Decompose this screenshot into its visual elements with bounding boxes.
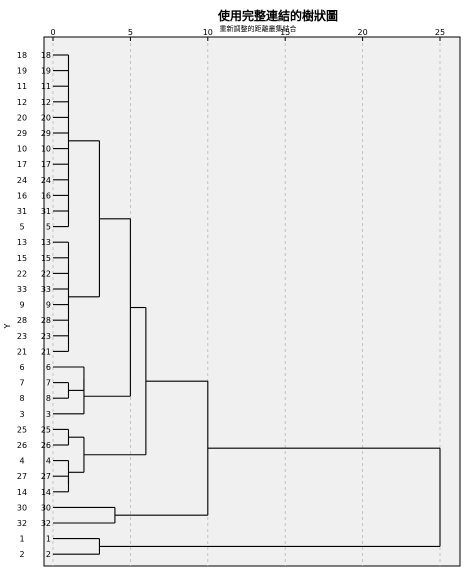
row-label: 17 bbox=[17, 160, 27, 169]
x-tick-label: 10 bbox=[203, 28, 213, 37]
row-label: 25 bbox=[17, 425, 27, 434]
row-label: 33 bbox=[17, 285, 27, 294]
row-label: 13 bbox=[17, 238, 27, 247]
leaf-label: 20 bbox=[41, 113, 51, 122]
leaf-label: 5 bbox=[46, 223, 51, 232]
x-tick-label: 15 bbox=[280, 28, 290, 37]
leaf-label: 7 bbox=[46, 379, 51, 388]
leaf-label: 14 bbox=[41, 488, 51, 497]
x-tick-label: 20 bbox=[358, 28, 368, 37]
row-label: 21 bbox=[17, 347, 27, 356]
leaf-label: 2 bbox=[46, 550, 51, 559]
chart-subtitle: 重新調整的距離叢集結合 bbox=[220, 24, 297, 33]
y-axis-label: Y bbox=[3, 323, 12, 329]
leaf-label: 28 bbox=[41, 316, 51, 325]
leaf-label: 18 bbox=[41, 51, 51, 60]
plot-area bbox=[43, 36, 461, 567]
row-label: 26 bbox=[17, 441, 27, 450]
leaf-label: 6 bbox=[46, 363, 51, 372]
leaf-label: 21 bbox=[41, 347, 51, 356]
row-label: 19 bbox=[17, 67, 27, 76]
row-label: 27 bbox=[17, 472, 27, 481]
row-label: 9 bbox=[19, 301, 24, 310]
row-label: 14 bbox=[17, 488, 27, 497]
leaf-label: 13 bbox=[41, 238, 51, 247]
row-label: 20 bbox=[17, 113, 27, 122]
row-label: 1 bbox=[19, 535, 24, 544]
row-label: 2 bbox=[19, 550, 24, 559]
row-label: 31 bbox=[17, 207, 27, 216]
leaf-label: 31 bbox=[41, 207, 51, 216]
row-label: 30 bbox=[17, 503, 27, 512]
leaf-label: 15 bbox=[41, 254, 51, 263]
leaf-label: 22 bbox=[41, 269, 51, 278]
leaf-label: 29 bbox=[41, 129, 51, 138]
row-label: 3 bbox=[19, 410, 24, 419]
leaf-label: 16 bbox=[41, 191, 51, 200]
leaf-label: 25 bbox=[41, 425, 51, 434]
row-label: 28 bbox=[17, 316, 27, 325]
leaf-label: 9 bbox=[46, 301, 51, 310]
row-label: 18 bbox=[17, 51, 27, 60]
leaf-label: 19 bbox=[41, 67, 51, 76]
row-label: 7 bbox=[19, 379, 24, 388]
row-label: 12 bbox=[17, 98, 27, 107]
row-label: 5 bbox=[19, 223, 24, 232]
leaf-label: 33 bbox=[41, 285, 51, 294]
row-label: 22 bbox=[17, 269, 27, 278]
leaf-label: 8 bbox=[46, 394, 51, 403]
leaf-label: 12 bbox=[41, 98, 51, 107]
row-label: 32 bbox=[17, 519, 27, 528]
x-tick-label: 5 bbox=[128, 28, 133, 37]
leaf-label: 24 bbox=[41, 176, 51, 185]
chart-title: 使用完整連結的樹狀圖 bbox=[217, 8, 338, 23]
row-label: 11 bbox=[17, 82, 27, 91]
row-label: 6 bbox=[19, 363, 24, 372]
leaf-label: 23 bbox=[41, 332, 51, 341]
row-label: 24 bbox=[17, 176, 27, 185]
leaf-label: 17 bbox=[41, 160, 51, 169]
row-label: 4 bbox=[19, 457, 24, 466]
row-label: 8 bbox=[19, 394, 24, 403]
x-tick-label: 0 bbox=[50, 28, 55, 37]
row-label: 16 bbox=[17, 191, 27, 200]
row-label: 10 bbox=[17, 145, 27, 154]
leaf-label: 26 bbox=[41, 441, 51, 450]
row-label: 29 bbox=[17, 129, 27, 138]
leaf-label: 30 bbox=[41, 503, 51, 512]
leaf-label: 3 bbox=[46, 410, 51, 419]
leaf-label: 4 bbox=[46, 457, 51, 466]
leaf-label: 11 bbox=[41, 82, 51, 91]
row-label: 15 bbox=[17, 254, 27, 263]
leaf-label: 32 bbox=[41, 519, 51, 528]
x-tick-label: 25 bbox=[435, 28, 445, 37]
leaf-label: 1 bbox=[46, 535, 51, 544]
row-label: 23 bbox=[17, 332, 27, 341]
leaf-label: 27 bbox=[41, 472, 51, 481]
leaf-label: 10 bbox=[41, 145, 51, 154]
